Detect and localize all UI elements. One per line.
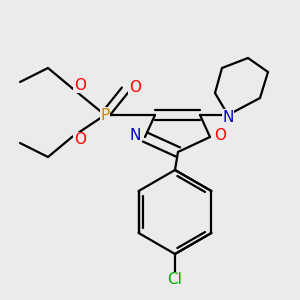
Text: O: O xyxy=(214,128,226,142)
Text: N: N xyxy=(222,110,234,124)
Text: N: N xyxy=(129,128,141,142)
Text: Cl: Cl xyxy=(168,272,182,287)
Text: P: P xyxy=(100,107,109,122)
Text: O: O xyxy=(74,133,86,148)
Text: O: O xyxy=(129,80,141,94)
Text: O: O xyxy=(74,77,86,92)
